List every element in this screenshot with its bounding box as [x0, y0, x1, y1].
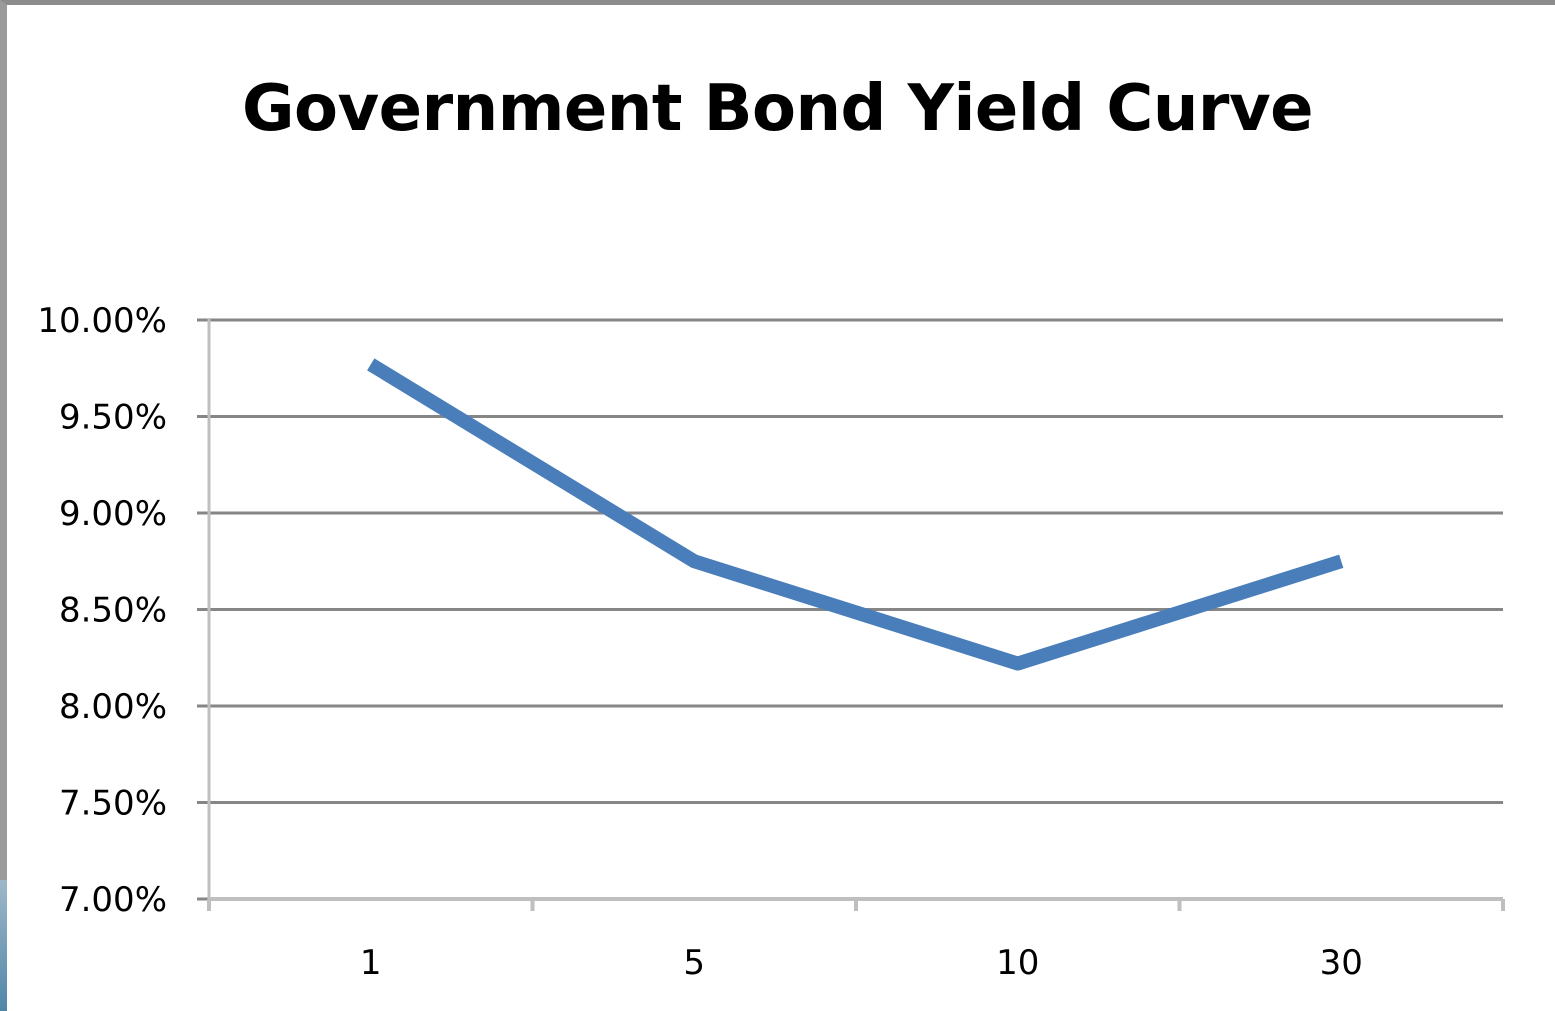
chart-title: Government Bond Yield Curve — [241, 72, 1314, 146]
x-tick-label: 30 — [1320, 943, 1363, 983]
x-tick-label: 10 — [996, 943, 1039, 983]
data-point — [1017, 663, 1018, 664]
y-tick-label: 7.00% — [59, 880, 167, 920]
data-point — [1341, 561, 1342, 562]
y-tick-label: 7.50% — [59, 784, 167, 824]
y-tick-label: 8.00% — [59, 687, 167, 727]
window-edge-decoration — [0, 880, 7, 1011]
y-tick-label: 9.50% — [59, 398, 167, 438]
data-point — [370, 364, 371, 365]
data-point — [694, 561, 695, 562]
x-tick-label: 1 — [360, 943, 382, 983]
y-tick-label: 8.50% — [59, 591, 167, 631]
y-tick-label: 10.00% — [37, 301, 167, 341]
y-tick-label: 9.00% — [59, 494, 167, 534]
x-tick-label: 5 — [683, 943, 705, 983]
series-line — [367, 358, 1344, 671]
